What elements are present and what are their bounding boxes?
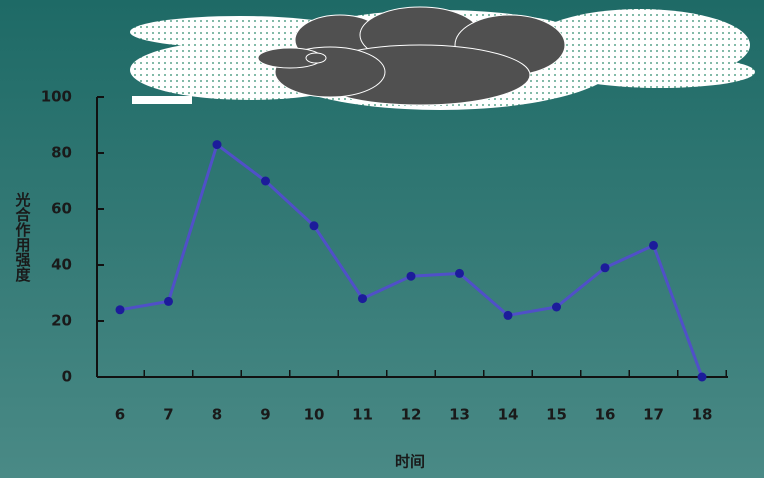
y-tick-label: 20 [51, 312, 72, 330]
data-point [164, 296, 173, 306]
x-tick-label: 15 [546, 406, 567, 424]
data-point [552, 302, 561, 312]
x-tick-label: 13 [449, 406, 470, 424]
cloud-decoration [130, 6, 755, 110]
data-point [115, 305, 125, 315]
data-point [358, 294, 367, 304]
y-tick-label: 60 [51, 200, 72, 218]
x-tick-label: 9 [260, 406, 270, 424]
x-tick-label: 14 [498, 406, 519, 424]
x-tick-label: 7 [163, 406, 173, 424]
x-tick-label: 16 [595, 406, 616, 424]
x-tick-label: 10 [304, 406, 325, 424]
data-point [212, 140, 222, 150]
y-tick-label: 80 [51, 144, 72, 162]
y-tick-label: 100 [41, 88, 72, 106]
y-axis-label: 光合作用强度 [14, 191, 32, 283]
data-point [600, 263, 610, 273]
data-point [406, 271, 416, 281]
x-tick-label: 18 [692, 406, 713, 424]
data-point [697, 372, 707, 382]
x-tick-label: 6 [115, 406, 125, 424]
data-point [649, 240, 658, 250]
data-point [455, 268, 464, 278]
data-point [261, 176, 270, 186]
data-point [309, 221, 319, 231]
data-point [503, 310, 513, 320]
y-tick-label: 40 [51, 256, 72, 274]
x-tick-label: 12 [401, 406, 422, 424]
x-tick-label: 17 [643, 406, 664, 424]
x-tick-label: 11 [352, 406, 373, 424]
x-tick-label: 8 [212, 406, 222, 424]
y-tick-label: 0 [62, 368, 72, 386]
x-axis-label: 时间 [395, 453, 425, 471]
